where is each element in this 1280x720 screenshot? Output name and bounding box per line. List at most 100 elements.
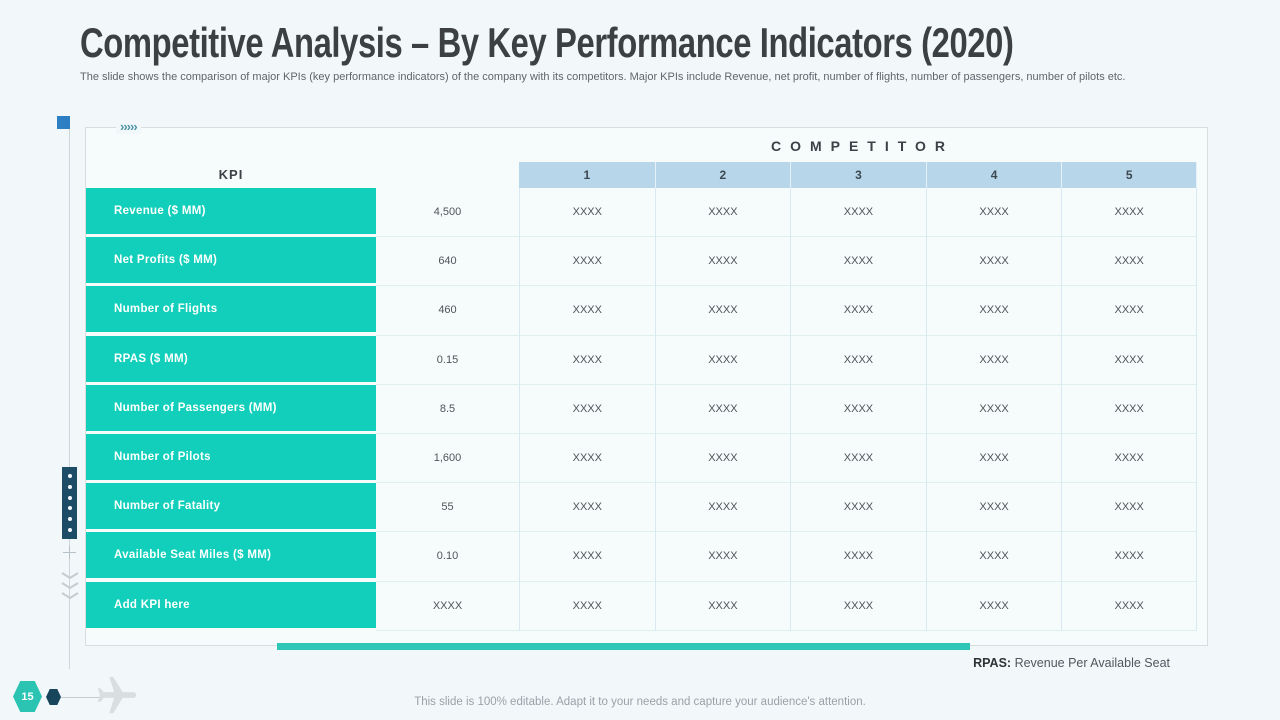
company-value-cell: 1,600: [376, 434, 519, 484]
competitor-value-cell: XXXX: [1061, 237, 1197, 287]
competitor-value-cell: XXXX: [925, 286, 1062, 336]
vertical-line-decoration: [69, 129, 70, 669]
hexagon-dot-decoration: [46, 689, 61, 705]
company-value-cell: XXXX: [376, 582, 519, 631]
competitor-value-cell: XXXX: [1061, 532, 1197, 582]
company-value-cell: 4,500: [376, 188, 519, 238]
competitor-value-cell: XXXX: [925, 483, 1062, 533]
competitor-value-cell: XXXX: [519, 483, 655, 533]
table-rows: Revenue ($ MM) 4,500 XXXX XXXX XXXX XXXX XXXX N…: [86, 188, 1197, 631]
rpas-footnote-text: Revenue Per Available Seat: [1014, 656, 1170, 670]
rpas-footnote-label: RPAS:: [973, 656, 1012, 670]
company-value-cell: 460: [376, 286, 519, 336]
competitor-value-cell: XXXX: [1061, 335, 1197, 385]
competitor-value-cell: XXXX: [654, 433, 791, 484]
slide-subtitle: The slide shows the comparison of major …: [80, 71, 1126, 83]
competitor-value-cell: XXXX: [790, 483, 926, 533]
kpi-cell: Number of Pilots: [86, 433, 376, 480]
kpi-cell: Number of Flights: [86, 286, 376, 333]
competitor-value-cell: XXXX: [925, 581, 1062, 631]
table-row: Available Seat Miles ($ MM) 0.10 XXXX XXXX X…: [86, 532, 1197, 582]
competitor-value-cell: XXXX: [925, 433, 1062, 484]
competitor-value-cell: XXXX: [1061, 188, 1197, 238]
kpi-column-header: KPI: [218, 167, 244, 182]
table-row: RPAS ($ MM) 0.15 XXXX XXXX XXXX XXXX XXXX: [86, 335, 1197, 385]
competitor-value-cell: XXXX: [654, 483, 791, 533]
slide-title: Competitive Analysis – By Key Performanc…: [80, 19, 1014, 66]
kpi-cell: Available Seat Miles ($ MM): [86, 532, 376, 579]
page-number-badge: 15: [13, 681, 42, 712]
rpas-footnote: RPAS: Revenue Per Available Seat: [973, 656, 1170, 670]
competitor-value-cell: XXXX: [1061, 433, 1197, 484]
table-row: Number of Pilots 1,600 XXXX XXXX XXXX XXXX XXX…: [86, 433, 1197, 484]
table-row: Revenue ($ MM) 4,500 XXXX XXXX XXXX XXXX XXXX: [86, 188, 1197, 238]
competitor-value-cell: XXXX: [519, 188, 655, 238]
competitor-value-cell: XXXX: [925, 237, 1062, 287]
competitor-group-header: COMPETITOR: [770, 138, 955, 154]
competitor-column-header: 1: [583, 168, 591, 182]
kpi-cell: RPAS ($ MM): [86, 335, 376, 382]
marker-line-decoration: [61, 697, 103, 698]
competitor-value-cell: XXXX: [519, 532, 655, 582]
competitor-column-header: 4: [925, 162, 1062, 188]
competitor-value-cell: XXXX: [790, 188, 926, 238]
table-row: Add KPI here XXXX XXXX XXXX XXXX XXXX XXXX: [86, 581, 1197, 631]
competitor-value-cell: XXXX: [1061, 384, 1197, 434]
competitor-column-header: 2: [654, 162, 791, 188]
kpi-cell: Add KPI here: [86, 581, 376, 628]
table-row: Number of Flights 460 XXXX XXXX XXXX XXXX XXXX: [86, 286, 1197, 336]
chevrons-down-icon: [61, 572, 79, 600]
chevrons-right-icon: ›››››: [116, 119, 141, 134]
kpi-cell: Revenue ($ MM): [86, 188, 376, 234]
competitor-value-cell: XXXX: [925, 532, 1062, 582]
competitor-value-cell: XXXX: [790, 581, 926, 631]
airplane-icon: [94, 673, 140, 720]
competitor-value-cell: XXXX: [519, 384, 655, 434]
competitor-value-cell: XXXX: [925, 384, 1062, 434]
table-row: Net Profits ($ MM) 640 XXXX XXXX XXXX XXXX XXX…: [86, 237, 1197, 287]
competitor-value-cell: XXXX: [654, 384, 791, 434]
teal-underline-bar: [277, 643, 970, 650]
plus-mark-decoration: [63, 546, 76, 559]
competitor-value-cell: XXXX: [654, 335, 791, 385]
competitor-value-cell: XXXX: [519, 581, 655, 631]
competitor-value-cell: XXXX: [519, 237, 655, 287]
competitor-column-header: 5: [1061, 162, 1197, 188]
competitor-value-cell: XXXX: [790, 286, 926, 336]
competitor-value-cell: XXXX: [790, 384, 926, 434]
competitor-value-cell: XXXX: [654, 286, 791, 336]
company-value-cell: 0.15: [376, 336, 519, 385]
table-row: Number of Fatality 55 XXXX XXXX XXXX XXXX XXXX: [86, 483, 1197, 533]
competitor-value-cell: XXXX: [654, 188, 791, 238]
competitor-value-cell: XXXX: [790, 532, 926, 582]
company-value-cell: 8.5: [376, 385, 519, 434]
competitor-value-cell: XXXX: [1061, 286, 1197, 336]
competitor-column-header: 3: [790, 162, 926, 188]
competitor-value-cell: XXXX: [654, 532, 791, 582]
dotted-bar-decoration: [62, 467, 77, 539]
table-row: Number of Passengers (MM) 8.5 XXXX XXXX XXXX…: [86, 384, 1197, 434]
competitor-value-cell: XXXX: [925, 188, 1062, 238]
competitor-value-cell: XXXX: [519, 433, 655, 484]
competitor-value-cell: XXXX: [519, 335, 655, 385]
competitor-value-cell: XXXX: [654, 581, 791, 631]
competitor-value-cell: XXXX: [925, 335, 1062, 385]
competitor-value-cell: XXXX: [1061, 483, 1197, 533]
company-value-cell: 640: [376, 237, 519, 287]
competitor-value-cell: XXXX: [519, 286, 655, 336]
competitor-value-cell: XXXX: [654, 237, 791, 287]
competitor-value-cell: XXXX: [790, 433, 926, 484]
competitor-value-cell: XXXX: [790, 237, 926, 287]
company-value-cell: 0.10: [376, 532, 519, 582]
kpi-cell: Number of Fatality: [86, 483, 376, 530]
kpi-cell: Number of Passengers (MM): [86, 384, 376, 431]
competitor-value-cell: XXXX: [1061, 581, 1197, 631]
blue-square-decoration: [57, 116, 70, 129]
kpi-cell: Net Profits ($ MM): [86, 237, 376, 284]
competitor-value-cell: XXXX: [790, 335, 926, 385]
company-value-cell: 55: [376, 483, 519, 533]
editable-footer-note: This slide is 100% editable. Adapt it to…: [414, 696, 866, 708]
